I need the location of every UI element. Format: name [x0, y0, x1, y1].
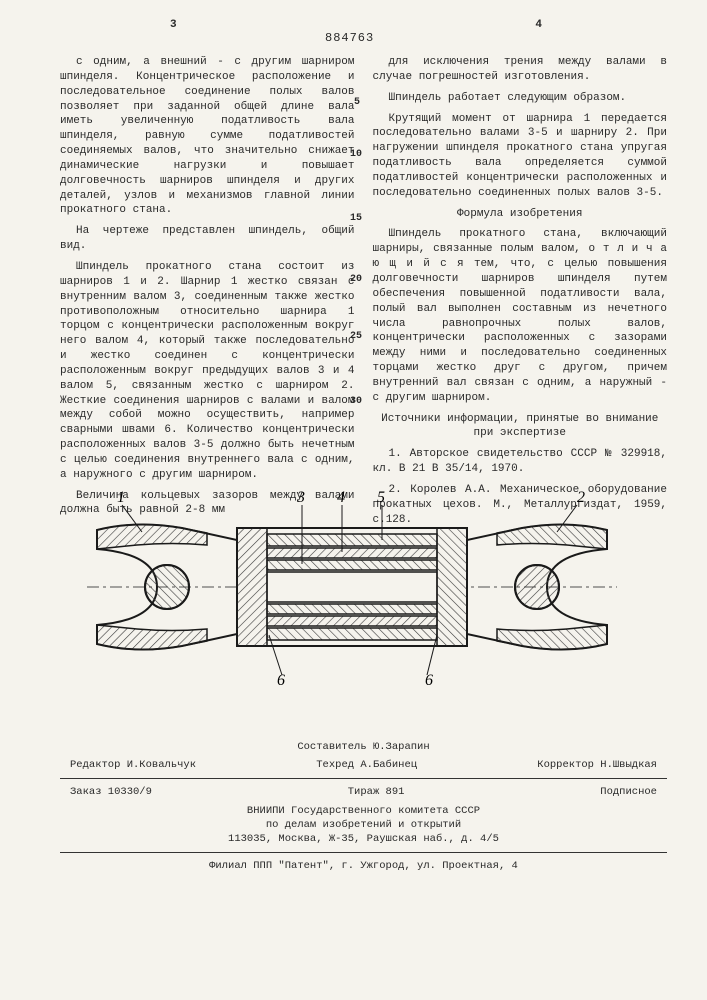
page-number-left: 3 [170, 18, 177, 33]
document-number: 884763 [325, 30, 374, 46]
figure-label-5: 5 [377, 490, 385, 506]
text-columns: с одним, а внешний - с другим шарниром ш… [60, 55, 667, 533]
compiler-line: Составитель Ю.Зарапин [60, 740, 667, 754]
corrector: Корректор Н.Швыдкая [537, 758, 657, 772]
address: 113035, Москва, Ж-35, Раушская наб., д. … [60, 832, 667, 846]
technical-drawing: 1 3 4 5 2 6 6 [87, 490, 617, 685]
left-column: с одним, а внешний - с другим шарниром ш… [60, 55, 355, 533]
formula-heading: Формула изобретения [373, 207, 668, 222]
para: Источники информации, принятые во вниман… [373, 412, 668, 442]
para: с одним, а внешний - с другим шарниром ш… [60, 55, 355, 218]
tirazh: Тираж 891 [348, 785, 405, 799]
order-number: Заказ 10330/9 [70, 785, 152, 799]
para: Крутящий момент от шарнира 1 передается … [373, 112, 668, 201]
para: На чертеже представлен шпиндель, общий в… [60, 224, 355, 254]
filial: Филиал ППП "Патент", г. Ужгород, ул. Про… [60, 859, 667, 873]
para: Шпиндель прокатного стана состоит из шар… [60, 260, 355, 483]
divider [60, 778, 667, 779]
para: 1. Авторское свидетельство СССР № 329918… [373, 447, 668, 477]
para: Шпиндель прокатного стана, включающий ша… [373, 227, 668, 405]
credits-block: Составитель Ю.Зарапин Редактор И.Ковальч… [60, 740, 667, 873]
right-column: для исключения трения между валами в слу… [373, 55, 668, 533]
org-line1: ВНИИПИ Государственного комитета СССР [60, 804, 667, 818]
para: Шпиндель работает следующим образом. [373, 91, 668, 106]
para: для исключения трения между валами в слу… [373, 55, 668, 85]
org-line2: по делам изобретений и открытий [60, 818, 667, 832]
figure-label-2: 2 [577, 490, 585, 506]
techred: Техред А.Бабинец [316, 758, 417, 772]
page-number-right: 4 [535, 18, 542, 33]
figure-label-3: 3 [296, 490, 305, 506]
figure-label-6a: 6 [277, 672, 285, 685]
divider [60, 852, 667, 853]
figure-label-1: 1 [117, 490, 125, 506]
figure-label-6b: 6 [425, 672, 433, 685]
sign: Подписное [600, 785, 657, 799]
editor: Редактор И.Ковальчук [70, 758, 196, 772]
figure-label-4: 4 [337, 490, 345, 506]
